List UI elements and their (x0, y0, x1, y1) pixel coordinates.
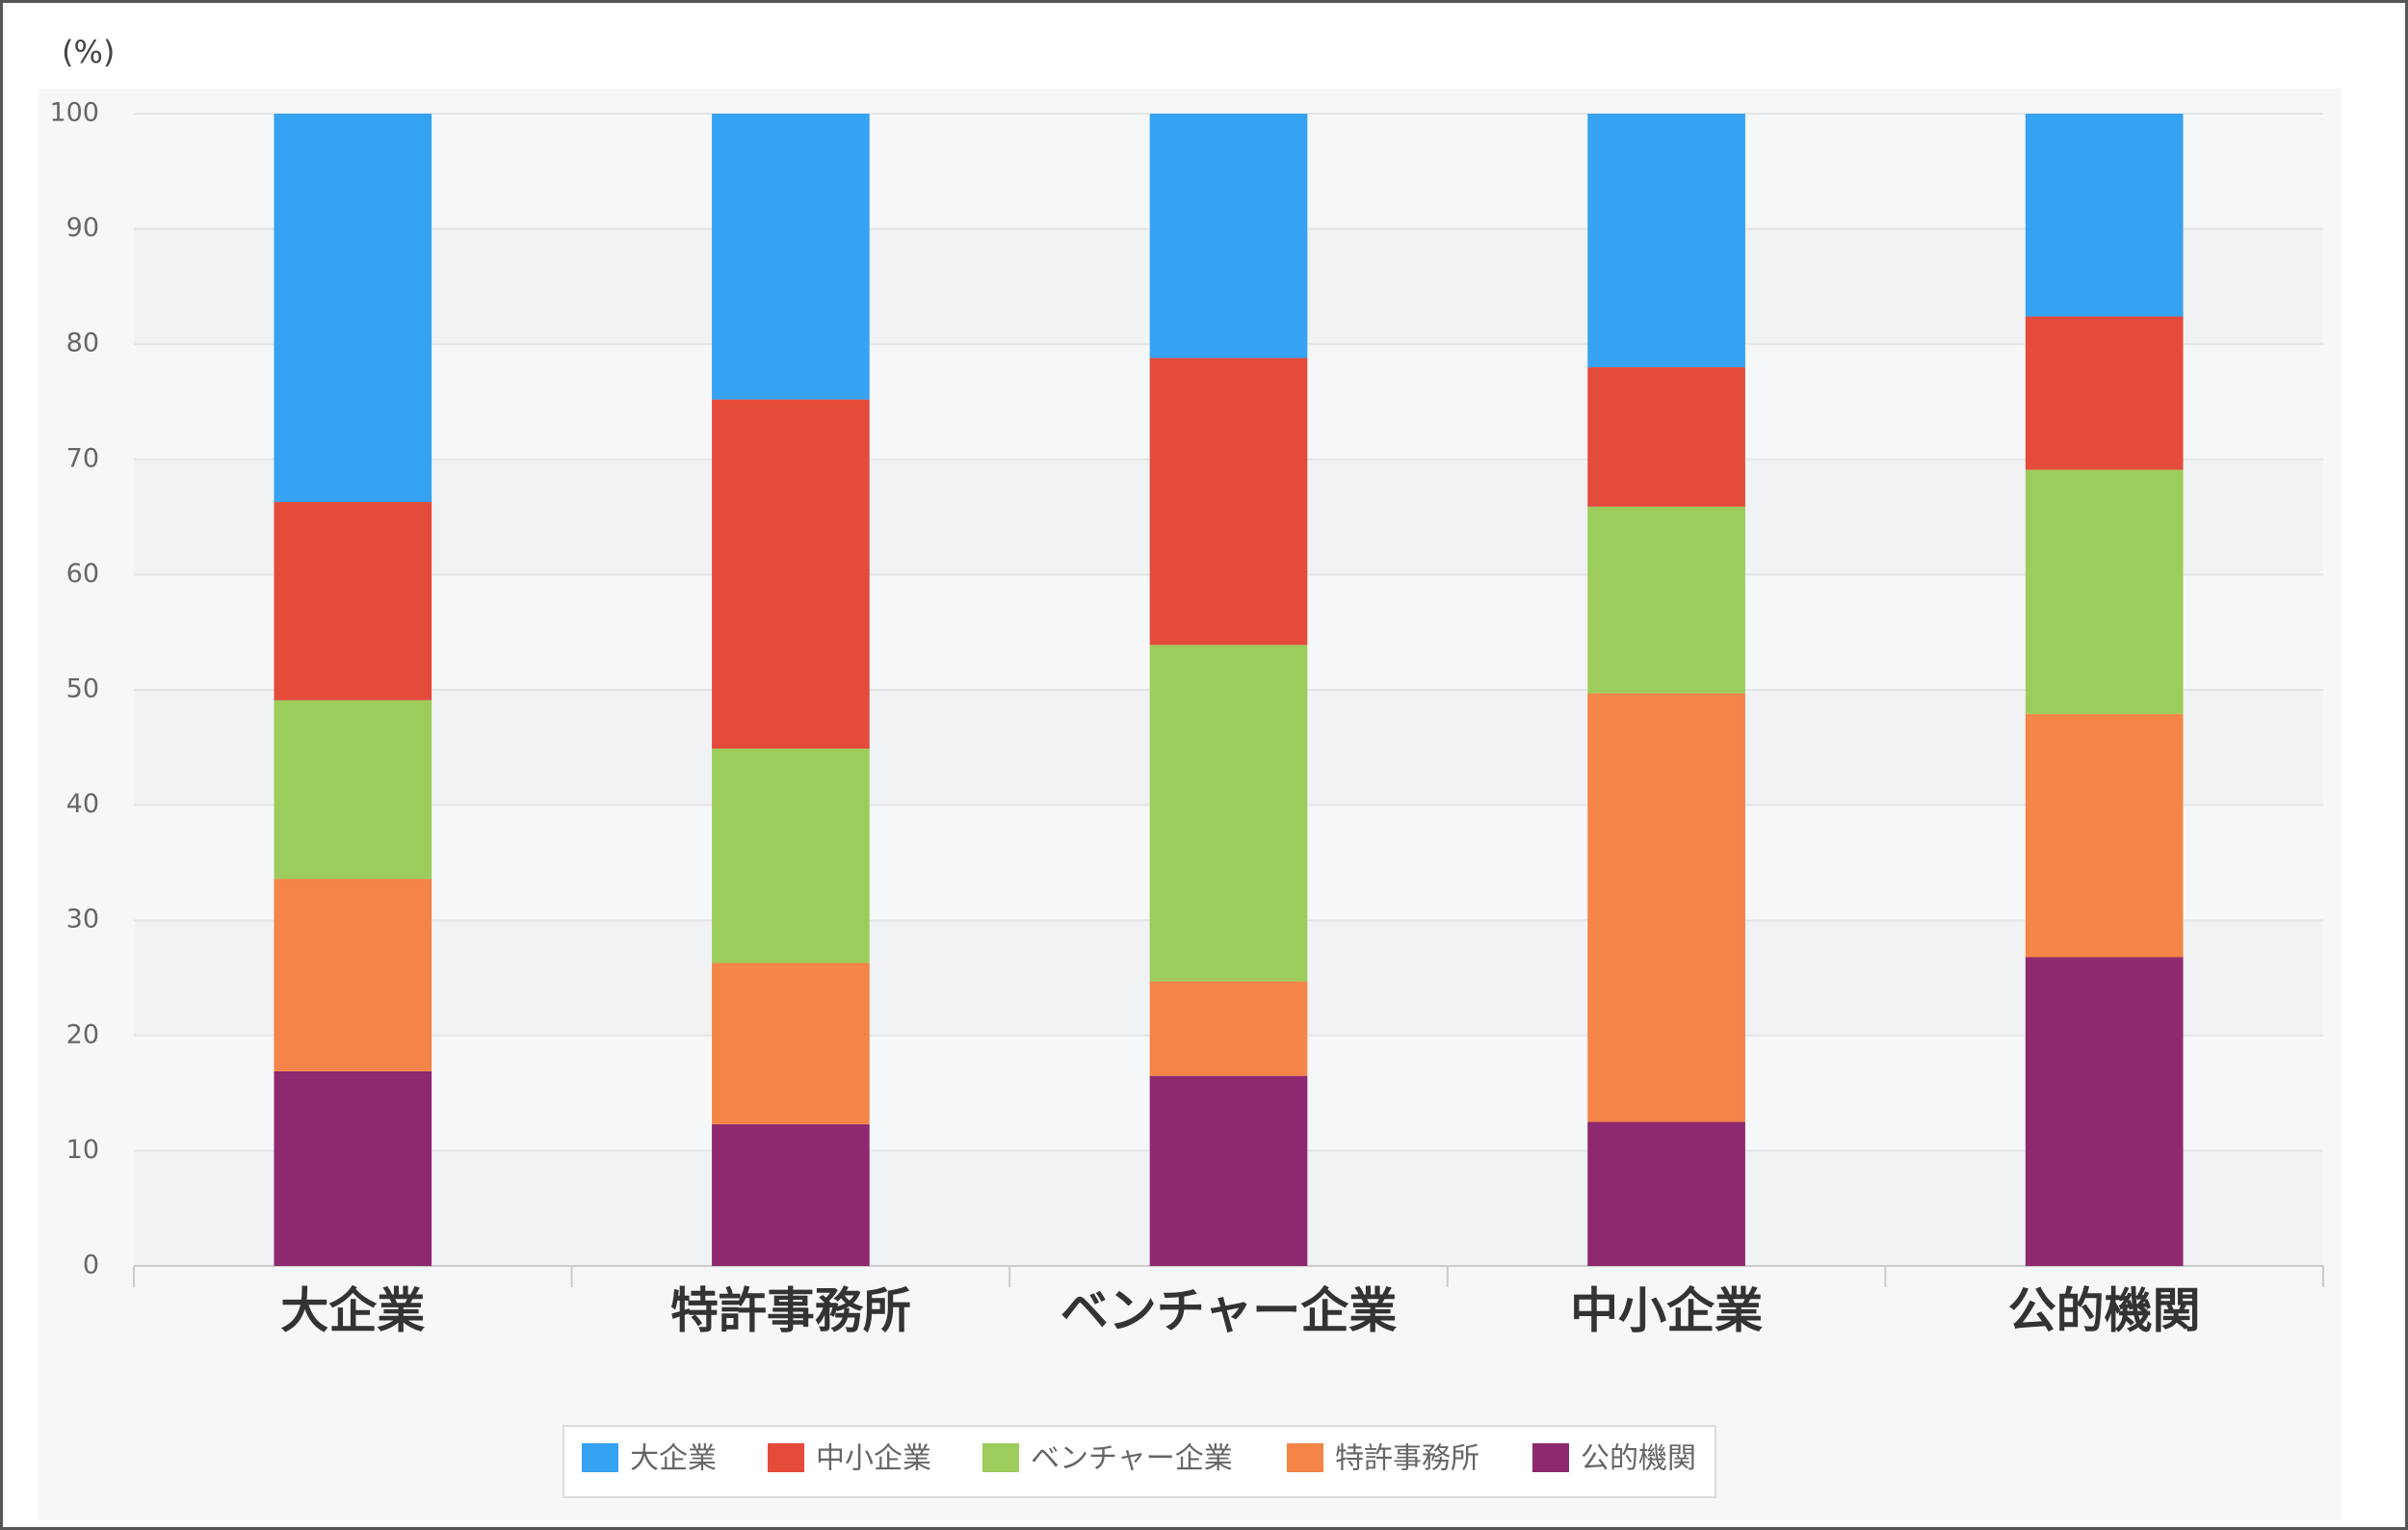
bar-segment (1587, 367, 1745, 507)
bar-segment (2025, 714, 2184, 958)
bar-segment (1587, 1121, 1745, 1266)
bar-segment (1587, 114, 1745, 368)
y-tick-label: 80 (66, 329, 99, 358)
legend-swatch (1532, 1443, 1569, 1472)
y-tick-label: 30 (66, 905, 99, 935)
bar-segment (1149, 114, 1308, 358)
bar-segment (2025, 114, 2184, 317)
legend-swatch (982, 1443, 1019, 1472)
y-tick-label: 100 (49, 98, 99, 128)
bar-segment (1149, 981, 1308, 1076)
x-tick-label: 特許事務所 (670, 1283, 911, 1339)
bar-segment (274, 699, 432, 880)
bar-segment (1587, 506, 1745, 694)
x-tick-label: 公的機関 (2008, 1283, 2201, 1339)
legend-label: 公的機関 (1581, 1442, 1696, 1476)
y-tick-label: 90 (66, 213, 99, 243)
x-tick-label: ベンチャー企業 (1060, 1283, 1398, 1339)
bar-segment (1587, 693, 1745, 1122)
legend-swatch (582, 1443, 618, 1472)
legend-label: 大企業 (630, 1442, 717, 1476)
bar-segment (712, 748, 870, 963)
bar-segment (274, 879, 432, 1071)
bar-segment (1149, 645, 1308, 982)
y-tick-label: 60 (66, 559, 99, 589)
bar-segment (274, 114, 432, 503)
x-tick-label: 大企業 (280, 1283, 425, 1339)
legend-swatch (768, 1443, 804, 1472)
y-tick-label: 50 (66, 674, 99, 704)
bar-segment (712, 963, 870, 1124)
bar-segment (274, 502, 432, 700)
y-tick-label: 40 (66, 789, 99, 819)
bar-segment (274, 1070, 432, 1266)
bar-segment (2025, 957, 2184, 1266)
y-tick-label: 0 (83, 1251, 99, 1280)
legend-label: 中小企業 (816, 1442, 931, 1476)
bar-segment (2025, 316, 2184, 470)
legend-box (563, 1425, 1716, 1498)
legend-label: ベンチャー企業 (1031, 1442, 1233, 1476)
y-tick-label: 20 (66, 1019, 99, 1049)
x-tick-label: 中小企業 (1570, 1283, 1763, 1339)
bar-segment (1149, 357, 1308, 646)
bar-segment (712, 399, 870, 749)
y-axis-label: (%) (62, 34, 115, 70)
bar-segment (712, 114, 870, 400)
bar-segment (712, 1123, 870, 1266)
y-tick-label: 70 (66, 443, 99, 473)
y-tick-label: 10 (66, 1135, 99, 1165)
bar-segment (2025, 469, 2184, 715)
legend-label: 特許事務所 (1335, 1442, 1479, 1476)
legend-swatch (1287, 1443, 1323, 1472)
bar-segment (1149, 1075, 1308, 1266)
